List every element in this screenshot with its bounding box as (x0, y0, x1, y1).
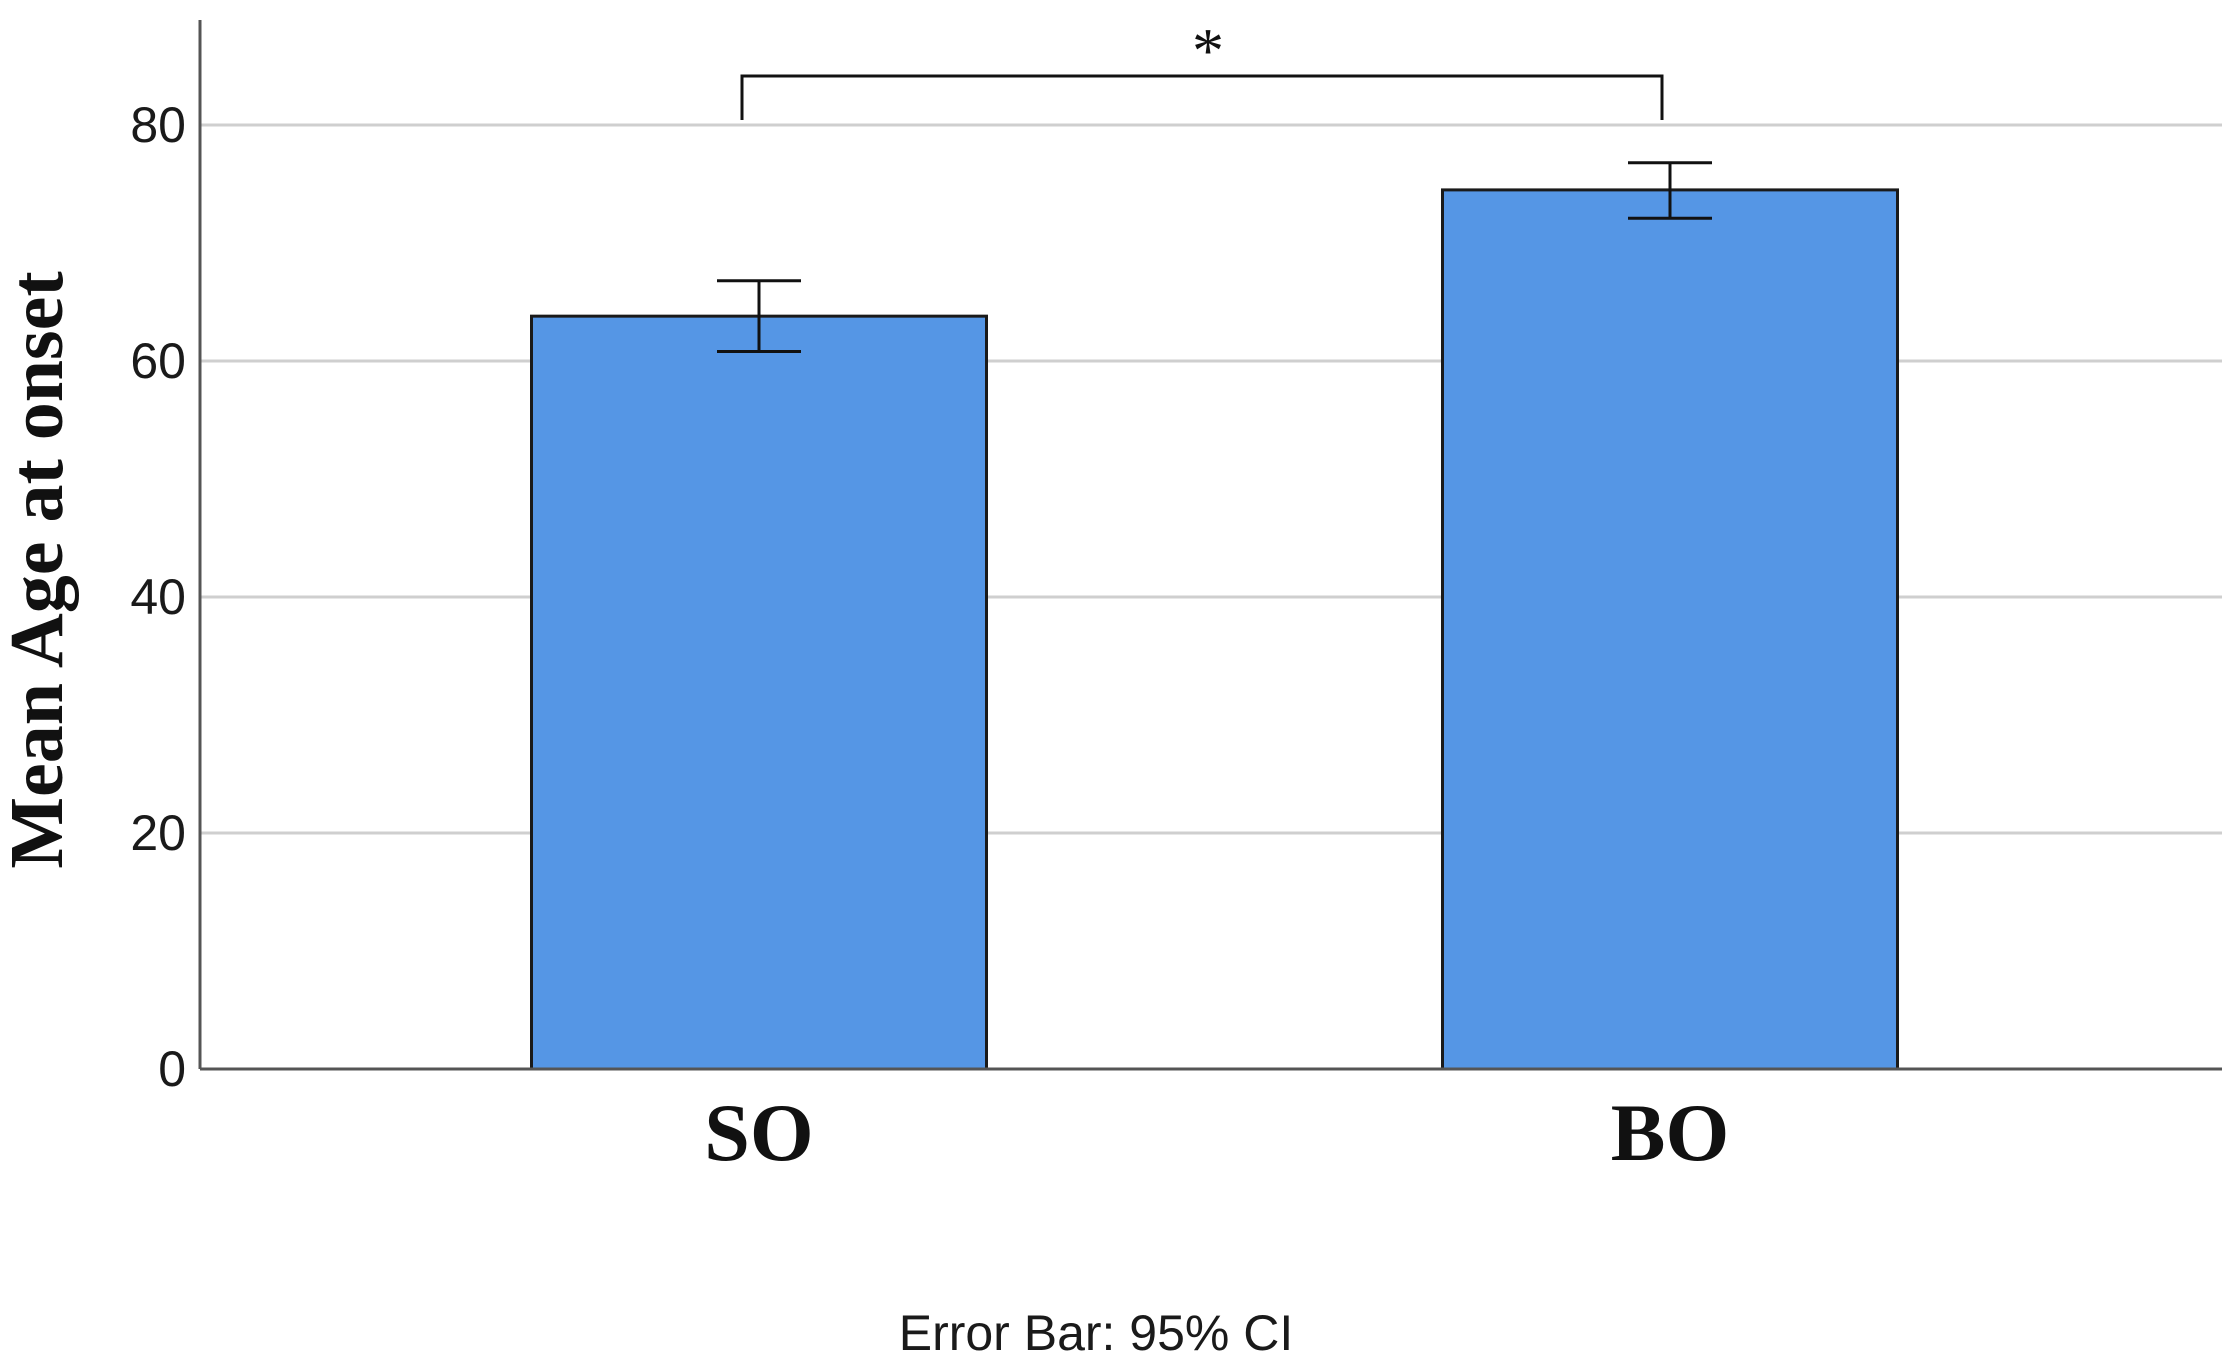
x-tick-label-bo: BO (1611, 1087, 1729, 1178)
y-tick-label: 80 (130, 97, 186, 153)
y-tick-labels: 0 20 40 60 80 (130, 97, 186, 1097)
gridlines (200, 123, 2222, 835)
error-bar-so (717, 279, 801, 354)
x-tick-labels: SO BO (704, 1087, 1729, 1178)
significance-bracket: * (740, 15, 1664, 120)
y-tick-label: 20 (130, 805, 186, 861)
significance-bracket-line (740, 74, 1664, 120)
error-bars (717, 161, 1712, 354)
bar-so (530, 314, 988, 1071)
y-axis-title: Mean Age at onset (0, 271, 79, 868)
y-tick-label: 40 (130, 569, 186, 625)
error-bar-bo (1628, 161, 1712, 220)
bars (530, 188, 1899, 1071)
bar-bo (1441, 188, 1899, 1071)
error-bar-footnote: Error Bar: 95% CI (899, 1305, 1294, 1358)
y-tick-label: 60 (130, 333, 186, 389)
x-tick-label-so: SO (704, 1087, 813, 1178)
significance-marker: * (1192, 15, 1224, 86)
y-tick-label: 0 (158, 1041, 186, 1097)
